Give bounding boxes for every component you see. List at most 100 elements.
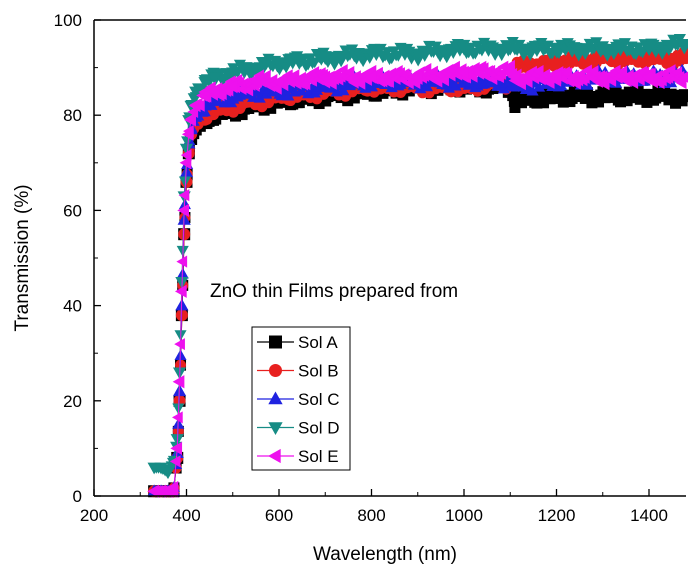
data-point-trail [176, 255, 188, 268]
data-point [177, 203, 189, 217]
data-point [179, 156, 192, 170]
data-point [595, 70, 608, 84]
series-line [154, 57, 686, 492]
x-tick-label: 800 [357, 506, 385, 525]
data-point [508, 79, 522, 92]
data-point [198, 77, 212, 89]
data-point-trail [449, 79, 462, 91]
x-tick-label: 400 [172, 506, 200, 525]
data-point [550, 90, 563, 103]
data-point-trail [515, 78, 526, 91]
legend-item: Sol A [257, 333, 338, 352]
data-point [679, 72, 688, 83]
x-tick-label: 1000 [445, 506, 483, 525]
data-point [680, 52, 688, 65]
legend-item: Sol D [257, 419, 340, 438]
y-tick-label: 20 [63, 392, 82, 411]
data-point-trail [539, 68, 551, 81]
data-point [147, 484, 159, 498]
data-point-trail [447, 48, 460, 60]
data-point [179, 143, 194, 156]
data-point [154, 462, 168, 475]
data-point [680, 90, 688, 103]
legend-marker [268, 422, 283, 435]
data-point [318, 53, 332, 65]
data-point-trail [535, 37, 548, 49]
y-tick-label: 60 [63, 201, 82, 220]
legend-label: Sol B [298, 362, 339, 381]
y-tick-label: 100 [54, 11, 82, 30]
data-point-trail [420, 80, 433, 92]
data-point-trail [473, 67, 485, 80]
data-point [679, 39, 688, 51]
data-point-trail [357, 56, 370, 68]
legend-marker [268, 448, 281, 464]
series-sol-c [147, 63, 688, 497]
data-point [207, 84, 220, 98]
legend-label: Sol D [298, 419, 340, 438]
data-point [596, 43, 610, 56]
legend-marker [268, 391, 283, 405]
data-point-trail [295, 71, 306, 84]
data-point [248, 75, 261, 89]
data-point-trail [174, 338, 185, 351]
data-point [549, 43, 564, 56]
data-point [642, 70, 654, 84]
data-point [642, 43, 656, 56]
data-point [643, 90, 655, 103]
y-axis-title: Transmission (%) [12, 184, 33, 331]
series-sol-e [147, 59, 688, 498]
data-point-trail [590, 37, 603, 48]
data-point [198, 89, 210, 103]
y-tick-label: 80 [63, 106, 82, 125]
plot-area [147, 33, 688, 498]
data-point [457, 43, 471, 56]
data-point-trail [253, 91, 266, 103]
data-point [154, 484, 166, 498]
data-point-trail [418, 69, 430, 82]
data-point-trail [337, 84, 350, 96]
x-axis-title: Wavelength (nm) [313, 544, 457, 565]
legend-item: Sol C [257, 390, 340, 409]
data-point-trail [178, 176, 191, 188]
y-tick-label: 0 [73, 487, 82, 506]
data-point-trail [431, 75, 443, 88]
legend-label: Sol C [298, 390, 340, 409]
data-point-trail [618, 38, 631, 49]
data-point [226, 67, 240, 80]
data-point [170, 441, 183, 455]
data-point [550, 56, 563, 69]
data-point [318, 70, 331, 84]
data-point-trail [280, 62, 293, 74]
data-point [249, 62, 263, 75]
legend-marker [269, 335, 282, 349]
data-point-trail [526, 84, 539, 96]
legend-item: Sol E [257, 447, 339, 466]
data-point [596, 90, 609, 103]
data-point-trail [172, 411, 183, 424]
y-tick-label: 40 [63, 297, 82, 316]
data-point-trail [306, 74, 317, 87]
data-point [174, 284, 187, 298]
data-point-trail [181, 136, 194, 148]
data-point [364, 70, 377, 84]
chart-annotation: ZnO thin Films prepared from [210, 281, 458, 302]
data-point-trail [506, 37, 519, 48]
data-point-trail [497, 82, 510, 94]
data-point [161, 467, 175, 480]
data-point [508, 43, 522, 56]
legend: Sol A Sol B Sol C Sol D Sol E [251, 326, 351, 471]
data-point [364, 48, 379, 61]
data-point [189, 86, 203, 99]
data-point-trail [282, 89, 295, 101]
x-tick-label: 1200 [538, 506, 576, 525]
data-point-trail [169, 455, 181, 468]
legend-label: Sol E [298, 447, 339, 466]
data-point [507, 70, 520, 84]
data-point-trail [634, 73, 645, 86]
data-point-trail [636, 47, 649, 59]
data-point [272, 75, 284, 89]
data-point [225, 80, 238, 94]
series-sol-b [148, 45, 688, 498]
